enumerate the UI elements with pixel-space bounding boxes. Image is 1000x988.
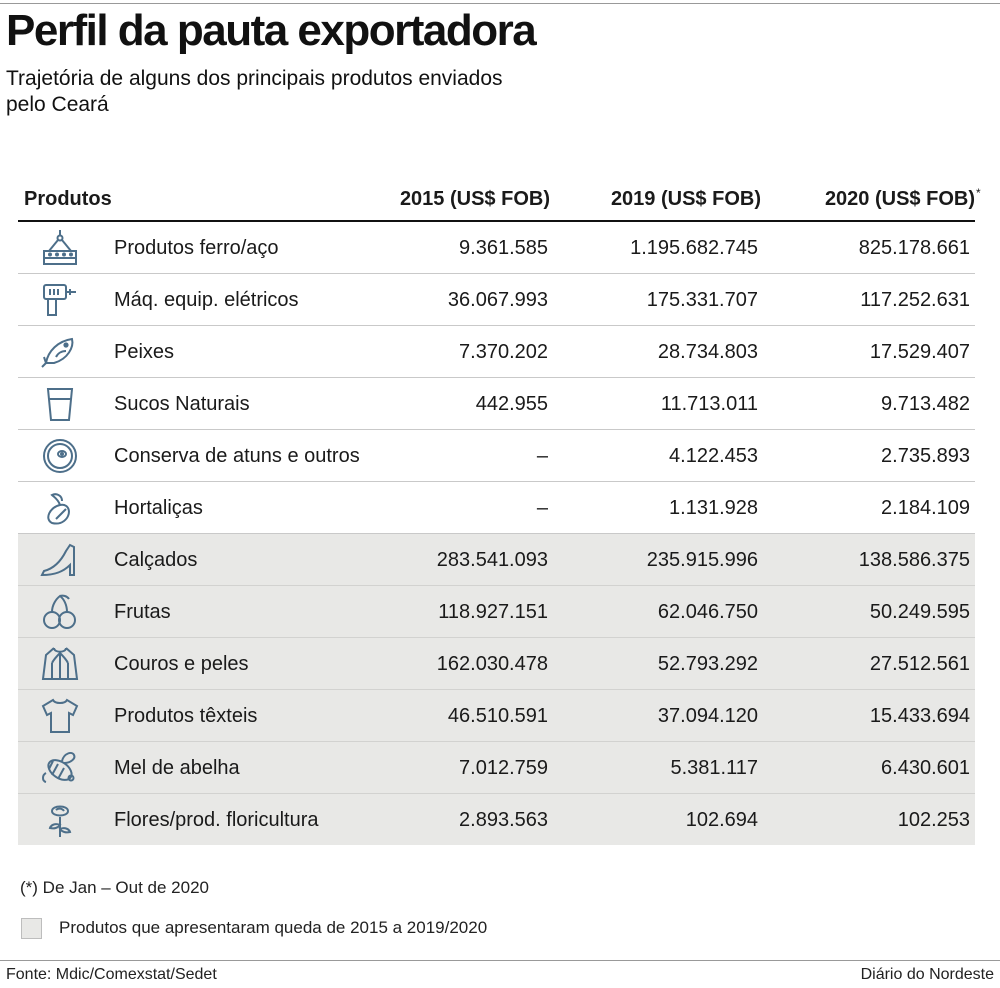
value-2015: 2.893.563: [459, 809, 548, 831]
value-2019: 235.915.996: [646, 549, 758, 571]
value-2020: 138.586.375: [858, 549, 970, 571]
product-name: Produtos ferro/aço: [114, 237, 279, 259]
value-2020: 9.713.482: [881, 393, 970, 415]
value-2019: 37.094.120: [657, 705, 758, 727]
product-name: Calçados: [114, 549, 198, 571]
table-row: Calçados 283.541.093 235.915.996 138.586.37…: [18, 534, 975, 586]
product-name: Sucos Naturais: [114, 393, 250, 415]
product-name: Conserva de atuns e outros: [114, 445, 360, 467]
page-title: Perfil da pauta exportadora: [6, 6, 537, 55]
value-2020: 50.249.595: [869, 601, 970, 623]
product-name: Produtos têxteis: [114, 705, 258, 727]
value-2019: 11.713.011: [660, 393, 758, 415]
source-credit: Fonte: Mdic/Comexstat/Sedet: [6, 966, 217, 983]
value-2019: 1.195.682.745: [630, 237, 758, 259]
export-table: Produtos 2015 (US$ FOB) 2019 (US$ FOB) 2…: [18, 178, 981, 845]
table-row: Produtos ferro/aço 9.361.585 1.195.682.745…: [18, 222, 975, 274]
vegetable-icon: [40, 489, 80, 527]
rose-icon: [40, 801, 80, 839]
jacket-icon: [40, 645, 80, 683]
value-2020: 6.430.601: [881, 757, 970, 779]
value-2020: 2.735.893: [881, 445, 970, 467]
value-2015: 7.370.202: [459, 341, 548, 363]
value-2015: 118.927.151: [438, 601, 548, 623]
value-2020: 15.433.694: [869, 705, 970, 727]
bottom-rule: [0, 960, 1000, 961]
value-2015: –: [536, 497, 548, 519]
value-2019: 5.381.117: [670, 757, 759, 779]
value-2019: 52.793.292: [657, 653, 758, 675]
table-row: Mel de abelha 7.012.759 5.381.117 6.430.601: [18, 742, 975, 794]
asterisk-mark: *: [976, 186, 981, 200]
value-2020: 825.178.661: [858, 237, 970, 259]
brand-credit: Diário do Nordeste: [860, 966, 994, 983]
value-2019: 102.694: [685, 809, 758, 831]
value-2019: 4.122.453: [669, 445, 758, 467]
product-name: Frutas: [114, 601, 171, 623]
product-name: Máq. equip. elétricos: [114, 289, 299, 311]
bee-icon: [40, 749, 80, 787]
value-2019: 62.046.750: [657, 601, 758, 623]
value-2019: 28.734.803: [657, 341, 758, 363]
footnote: (*) De Jan – Out de 2020: [20, 878, 210, 897]
fish-icon: [40, 333, 80, 371]
legend-swatch: [21, 918, 42, 939]
table-row: Couros e peles 162.030.478 52.793.292 27.51…: [18, 638, 975, 690]
table-row: Hortaliças – 1.131.928 2.184.109: [18, 482, 975, 534]
tuna-can-icon: [40, 437, 80, 475]
value-2015: 9.361.585: [459, 237, 548, 259]
value-2020: 2.184.109: [881, 497, 970, 519]
column-header-2015: 2015 (US$ FOB): [399, 188, 550, 210]
value-2015: 442.955: [475, 393, 548, 415]
value-2019: 175.331.707: [646, 289, 758, 311]
value-2019: 1.131.928: [669, 497, 758, 519]
tshirt-icon: [40, 697, 80, 735]
value-2015: 283.541.093: [436, 549, 548, 571]
table-row: Produtos têxteis 46.510.591 37.094.120 15.4…: [18, 690, 975, 742]
value-2015: 7.012.759: [459, 757, 548, 779]
glass-juice-icon: [40, 385, 80, 423]
table-header: Produtos 2015 (US$ FOB) 2019 (US$ FOB) 2…: [18, 178, 981, 222]
top-rule: [0, 3, 1000, 4]
product-name: Peixes: [114, 341, 175, 363]
cherries-icon: [40, 593, 80, 631]
value-2015: 162.030.478: [436, 653, 548, 675]
product-name: Mel de abelha: [114, 757, 240, 779]
value-2020: 102.253: [897, 809, 970, 831]
value-2015: 36.067.993: [447, 289, 548, 311]
column-header-2019: 2019 (US$ FOB): [610, 188, 761, 210]
product-name: Hortaliças: [114, 497, 203, 519]
product-name: Flores/prod. floricultura: [114, 809, 319, 831]
table-row: Flores/prod. floricultura 2.893.563 102.69…: [18, 794, 975, 845]
drill-icon: [40, 281, 80, 319]
table-row: Frutas 118.927.151 62.046.750 50.249.595: [18, 586, 975, 638]
table-body: Produtos ferro/aço 9.361.585 1.195.682.745…: [18, 222, 975, 845]
value-2020: 17.529.407: [869, 341, 970, 363]
table-row: Peixes 7.370.202 28.734.803 17.529.407: [18, 326, 975, 378]
table-row: Conserva de atuns e outros – 4.122.453 2.73…: [18, 430, 975, 482]
table-row: Máq. equip. elétricos 36.067.993 175.331.7…: [18, 274, 975, 326]
column-header-2020: 2020 (US$ FOB) *: [824, 186, 981, 211]
column-header-2020-label: 2020 (US$ FOB): [824, 188, 975, 210]
crane-steel-icon: [40, 229, 80, 267]
value-2020: 117.252.631: [860, 289, 970, 311]
product-name: Couros e peles: [114, 653, 249, 675]
page-subtitle: Trajetória de alguns dos principais prod…: [6, 67, 503, 116]
value-2015: –: [536, 445, 548, 467]
value-2015: 46.510.591: [447, 705, 548, 727]
high-heel-icon: [40, 541, 80, 579]
table-row: Sucos Naturais 442.955 11.713.011 9.713.482: [18, 378, 975, 430]
value-2020: 27.512.561: [869, 653, 970, 675]
legend-label: Produtos que apresentaram queda de 2015 …: [59, 918, 488, 937]
column-header-product: Produtos: [24, 188, 112, 210]
